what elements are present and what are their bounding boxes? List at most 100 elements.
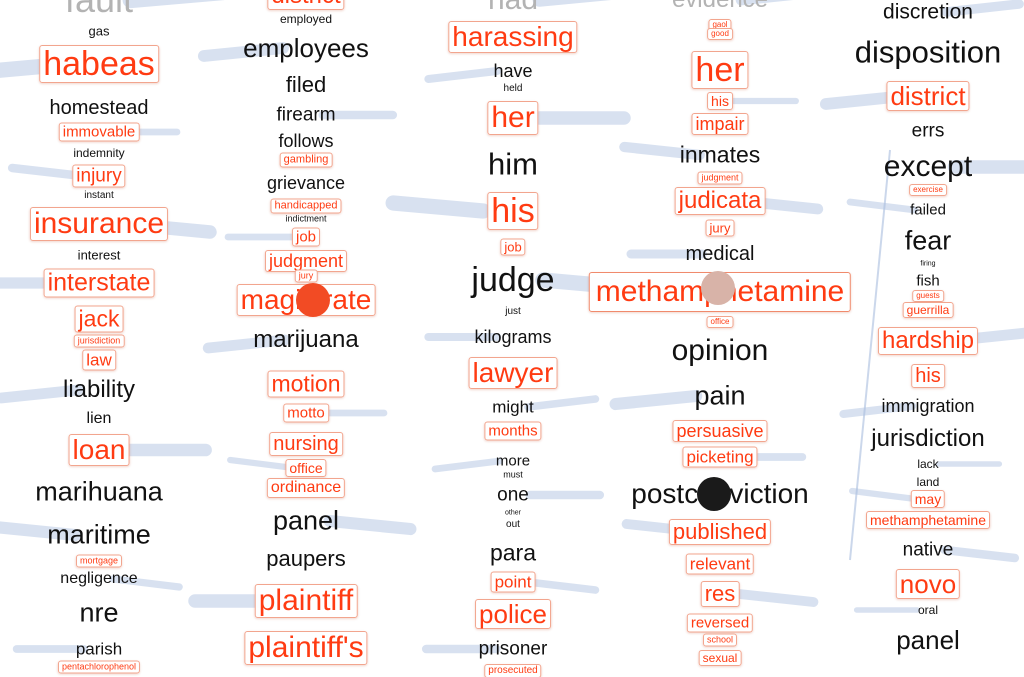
word-his[interactable]: his xyxy=(911,364,945,388)
word-marijuana[interactable]: marijuana xyxy=(253,326,359,353)
word-indictment[interactable]: indictment xyxy=(285,213,327,224)
word-plaintiff-s[interactable]: plaintiff's xyxy=(244,631,368,665)
word-exercise[interactable]: exercise xyxy=(909,184,947,196)
word-employed[interactable]: employed xyxy=(279,12,333,26)
word-filed[interactable]: filed xyxy=(285,72,327,97)
word-lack[interactable]: lack xyxy=(917,457,939,471)
word-novo[interactable]: novo xyxy=(895,569,961,599)
word-negligence[interactable]: negligence xyxy=(60,570,138,587)
word-indemnity[interactable]: indemnity xyxy=(73,146,125,160)
word-have[interactable]: have xyxy=(493,61,533,81)
word-loan[interactable]: loan xyxy=(68,434,130,466)
word-reversed[interactable]: reversed xyxy=(686,613,754,633)
word-land[interactable]: land xyxy=(916,475,940,489)
word-opinion[interactable]: opinion xyxy=(671,334,769,367)
word-out[interactable]: out xyxy=(506,519,520,530)
word-parish[interactable]: parish xyxy=(75,639,123,659)
word-office[interactable]: office xyxy=(706,316,734,328)
word-good[interactable]: good xyxy=(707,28,733,40)
word-point[interactable]: point xyxy=(490,571,536,593)
word-lawyer[interactable]: lawyer xyxy=(468,357,558,389)
word-evidence[interactable]: evidence xyxy=(672,0,768,12)
word-discretion[interactable]: discretion xyxy=(883,0,973,24)
word-errs[interactable]: errs xyxy=(911,120,945,142)
word-methamphetamine[interactable]: methamphetamine xyxy=(866,511,990,529)
word-res[interactable]: res xyxy=(700,581,740,607)
word-his[interactable]: his xyxy=(487,192,539,230)
word-firing[interactable]: firing xyxy=(920,260,936,268)
word-hardship[interactable]: hardship xyxy=(877,327,979,355)
word-fish[interactable]: fish xyxy=(916,272,940,290)
word-fault[interactable]: fault xyxy=(65,0,133,18)
word-interest[interactable]: interest xyxy=(77,247,121,263)
word-just[interactable]: just xyxy=(505,306,521,317)
word-marihuana[interactable]: marihuana xyxy=(35,476,163,507)
word-must[interactable]: must xyxy=(503,469,523,480)
word-job[interactable]: job xyxy=(291,227,321,247)
word-failed[interactable]: failed xyxy=(910,201,946,219)
word-had[interactable]: had xyxy=(488,0,538,15)
word-judgment[interactable]: judgment xyxy=(264,250,348,272)
word-mortgage[interactable]: mortgage xyxy=(75,554,123,568)
word-habeas[interactable]: habeas xyxy=(39,45,159,83)
word-handicapped[interactable]: handicapped xyxy=(270,198,342,214)
word-relevant[interactable]: relevant xyxy=(685,553,755,575)
word-homestead[interactable]: homestead xyxy=(49,97,149,119)
word-disposition[interactable]: disposition xyxy=(854,34,1002,70)
word-medical[interactable]: medical xyxy=(685,243,755,265)
word-more[interactable]: more xyxy=(495,452,531,470)
word-district[interactable]: district xyxy=(886,81,970,111)
word-motion[interactable]: motion xyxy=(267,370,345,398)
word-her[interactable]: her xyxy=(487,101,539,135)
word-office[interactable]: office xyxy=(285,459,327,477)
word-firearm[interactable]: firearm xyxy=(276,104,336,126)
word-police[interactable]: police xyxy=(475,599,551,629)
word-picketing[interactable]: picketing xyxy=(682,446,758,468)
word-nursing[interactable]: nursing xyxy=(269,432,343,456)
word-guests[interactable]: guests xyxy=(912,290,944,302)
word-judge[interactable]: judge xyxy=(471,261,555,299)
word-fear[interactable]: fear xyxy=(904,225,952,256)
word-panel[interactable]: panel xyxy=(272,505,340,536)
word-his[interactable]: his xyxy=(707,92,733,110)
word-judicata[interactable]: judicata xyxy=(674,187,766,215)
word-jurisdiction[interactable]: jurisdiction xyxy=(871,425,985,452)
word-injury[interactable]: injury xyxy=(72,164,126,188)
word-may[interactable]: may xyxy=(910,490,946,508)
word-him[interactable]: him xyxy=(488,146,538,182)
word-employees[interactable]: employees xyxy=(243,33,369,63)
word-jack[interactable]: jack xyxy=(74,305,124,333)
selection-marker-black[interactable] xyxy=(697,477,731,511)
word-school[interactable]: school xyxy=(702,633,738,647)
word-immovable[interactable]: immovable xyxy=(58,122,140,142)
word-maritime[interactable]: maritime xyxy=(47,519,151,550)
word-gas[interactable]: gas xyxy=(88,23,110,39)
word-insurance[interactable]: insurance xyxy=(29,207,169,241)
selection-marker-pink[interactable] xyxy=(701,271,735,305)
word-published[interactable]: published xyxy=(668,519,772,545)
word-judgment[interactable]: judgment xyxy=(697,171,743,185)
word-native[interactable]: native xyxy=(902,539,954,561)
word-job[interactable]: job xyxy=(500,238,526,256)
word-pentachlorophenol[interactable]: pentachlorophenol xyxy=(57,660,141,674)
word-district[interactable]: district xyxy=(267,0,345,10)
word-her[interactable]: her xyxy=(691,51,749,89)
word-grievance[interactable]: grievance xyxy=(266,173,346,193)
word-para[interactable]: para xyxy=(489,539,537,566)
word-motto[interactable]: motto xyxy=(283,403,329,423)
word-prosecuted[interactable]: prosecuted xyxy=(484,664,542,677)
word-liability[interactable]: liability xyxy=(62,376,136,403)
word-lien[interactable]: lien xyxy=(86,410,112,427)
word-law[interactable]: law xyxy=(82,349,116,371)
word-impair[interactable]: impair xyxy=(691,113,749,135)
word-harassing[interactable]: harassing xyxy=(448,21,578,53)
word-months[interactable]: months xyxy=(484,421,542,441)
word-gambling[interactable]: gambling xyxy=(279,152,333,168)
word-oral[interactable]: oral xyxy=(917,603,939,617)
selection-marker-red[interactable] xyxy=(296,283,330,317)
word-plaintiff[interactable]: plaintiff xyxy=(254,584,358,618)
word-instant[interactable]: instant xyxy=(84,190,114,201)
word-persuasive[interactable]: persuasive xyxy=(672,420,768,442)
word-kilograms[interactable]: kilograms xyxy=(474,327,552,347)
